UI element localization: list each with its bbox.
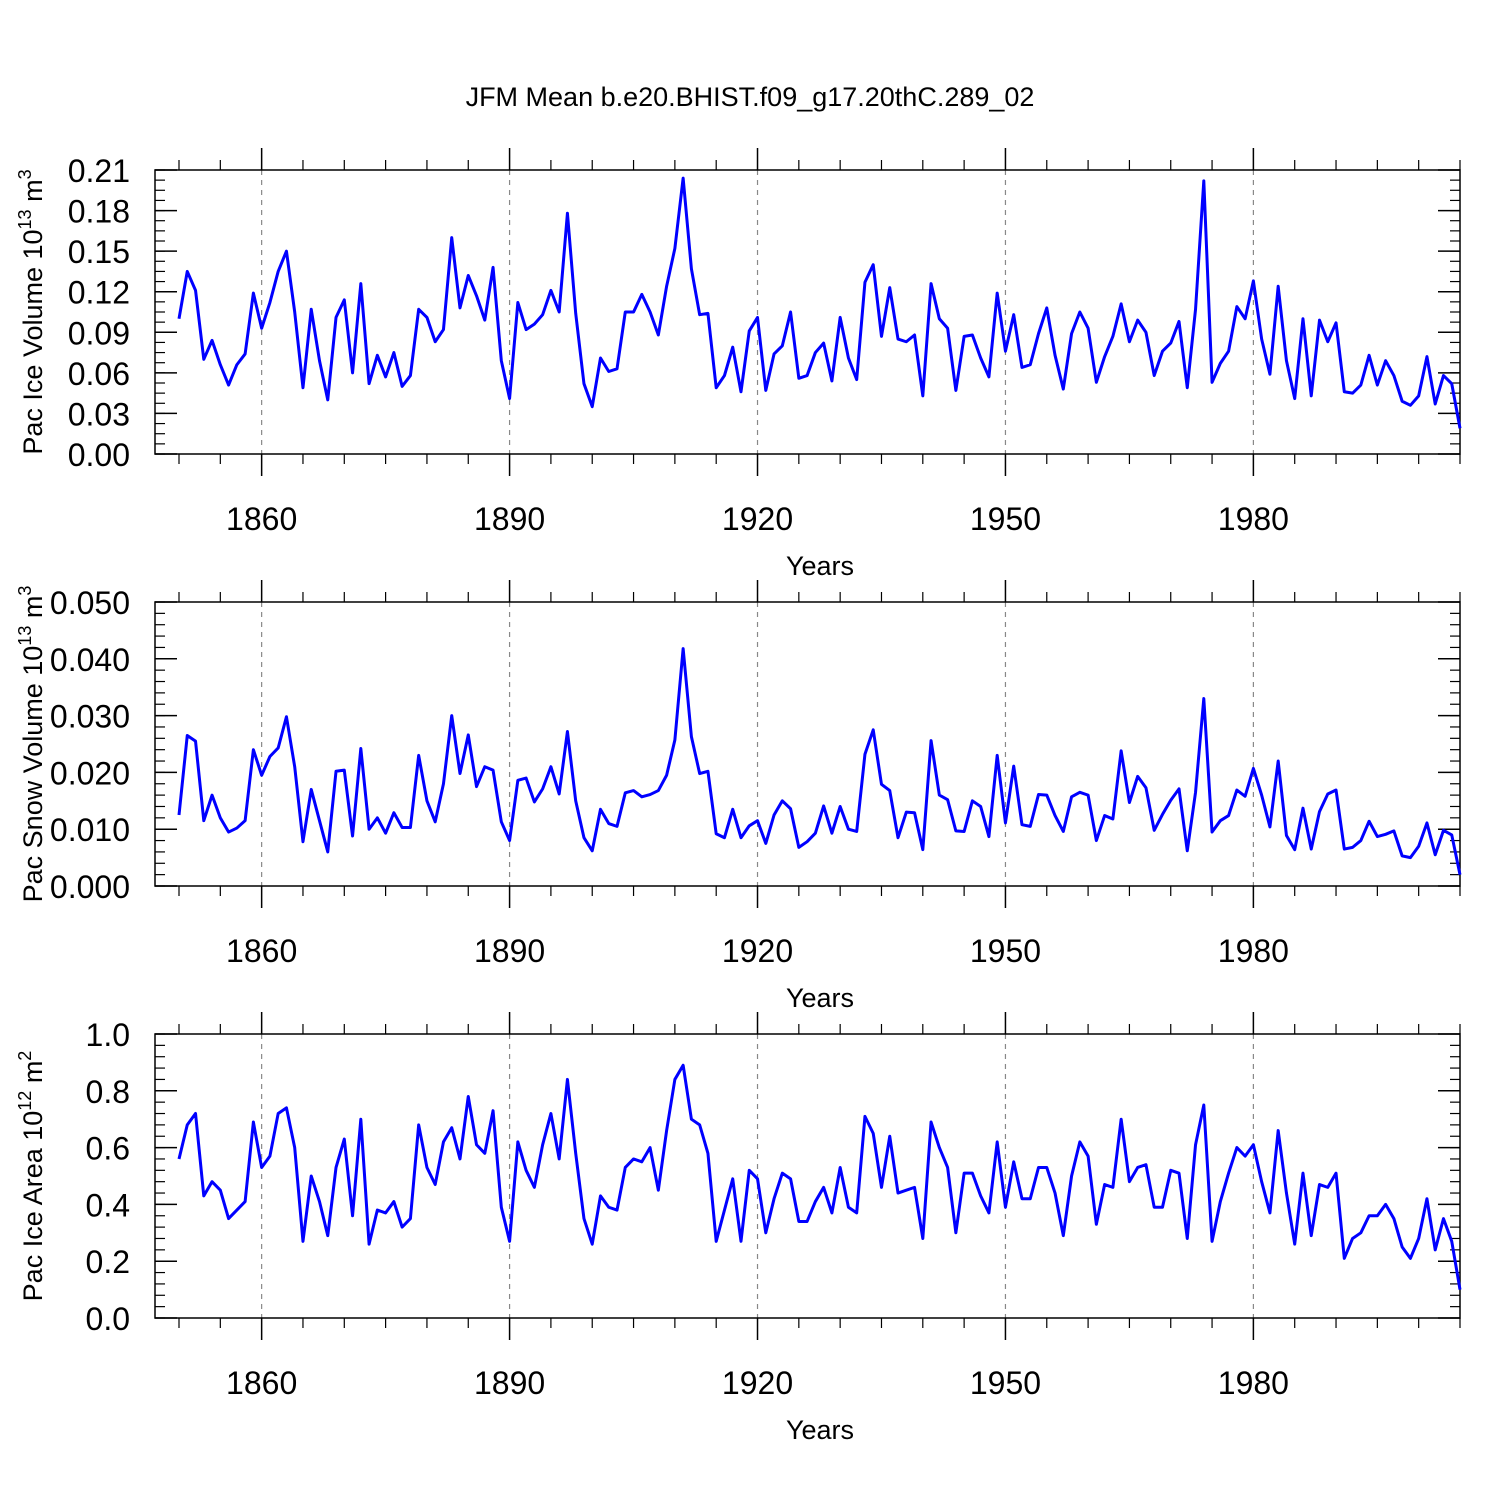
x-tick-label: 1950 [970,1365,1041,1401]
y-tick-label: 0.18 [68,194,130,230]
data-series-line [177,176,1462,429]
x-axis-label: Years [786,551,854,581]
plot-frame [154,1033,1461,1319]
snow-volume-panel: 1860 1890 1920 1950 1980 0.000 0.010 0.020 0.030… [15,580,1462,1013]
x-tick-label: 1920 [722,1365,793,1401]
y-axis-label: Pac Ice Volume 1013 m3 [15,169,48,454]
data-series-line [177,1063,1462,1290]
x-tick-label: 1890 [474,501,545,537]
y-tick-label: 1.0 [86,1017,130,1053]
y-tick-label: 0.050 [50,585,130,621]
y-tick-label: 0.040 [50,642,130,678]
y-tick-label: 0.03 [68,396,130,432]
y-tick-label: 0.2 [86,1244,130,1280]
y-axis-label: Pac Ice Area 1012 m2 [15,1051,48,1302]
data-series-line [177,647,1462,875]
y-tick-label: 0.21 [68,153,130,189]
x-tick-label: 1920 [722,501,793,537]
plot-frame [154,169,1461,455]
x-tick-label: 1920 [722,933,793,969]
y-tick-label: 0.020 [50,755,130,791]
x-axis-label: Years [786,983,854,1013]
x-tick-label: 1980 [1218,933,1289,969]
x-axis-label: Years [786,1415,854,1445]
y-tick-label: 0.09 [68,315,130,351]
ice-area-panel: 1860 1890 1920 1950 1980 0.0 0.2 0.4 0.6 0.8 1.0 Ye… [15,1012,1462,1445]
x-tick-label: 1890 [474,933,545,969]
x-tick-label: 1860 [226,501,297,537]
x-tick-label: 1890 [474,1365,545,1401]
y-tick-label: 0.00 [68,437,130,473]
y-tick-label: 0.010 [50,812,130,848]
x-tick-label: 1980 [1218,1365,1289,1401]
y-tick-label: 0.4 [86,1187,130,1223]
x-tick-label: 1950 [970,933,1041,969]
ice-volume-panel: 1860 1890 1920 1950 1980 0.00 0.03 0.06 0.09 0.12… [15,148,1462,581]
y-tick-label: 0.12 [68,275,130,311]
x-tick-label: 1860 [226,933,297,969]
x-tick-label: 1980 [1218,501,1289,537]
y-tick-label: 0.15 [68,234,130,270]
y-tick-label: 0.030 [50,699,130,735]
y-axis-label: Pac Snow Volume 1013 m3 [15,586,48,903]
plot-frame [154,601,1461,887]
y-tick-label: 0.06 [68,356,130,392]
figure-title: JFM Mean b.e20.BHIST.f09_g17.20thC.289_0… [466,82,1035,112]
x-tick-label: 1950 [970,501,1041,537]
x-tick-label: 1860 [226,1365,297,1401]
y-tick-label: 0.0 [86,1301,130,1337]
y-tick-label: 0.8 [86,1074,130,1110]
y-tick-label: 0.6 [86,1131,130,1167]
y-tick-label: 0.000 [50,869,130,905]
